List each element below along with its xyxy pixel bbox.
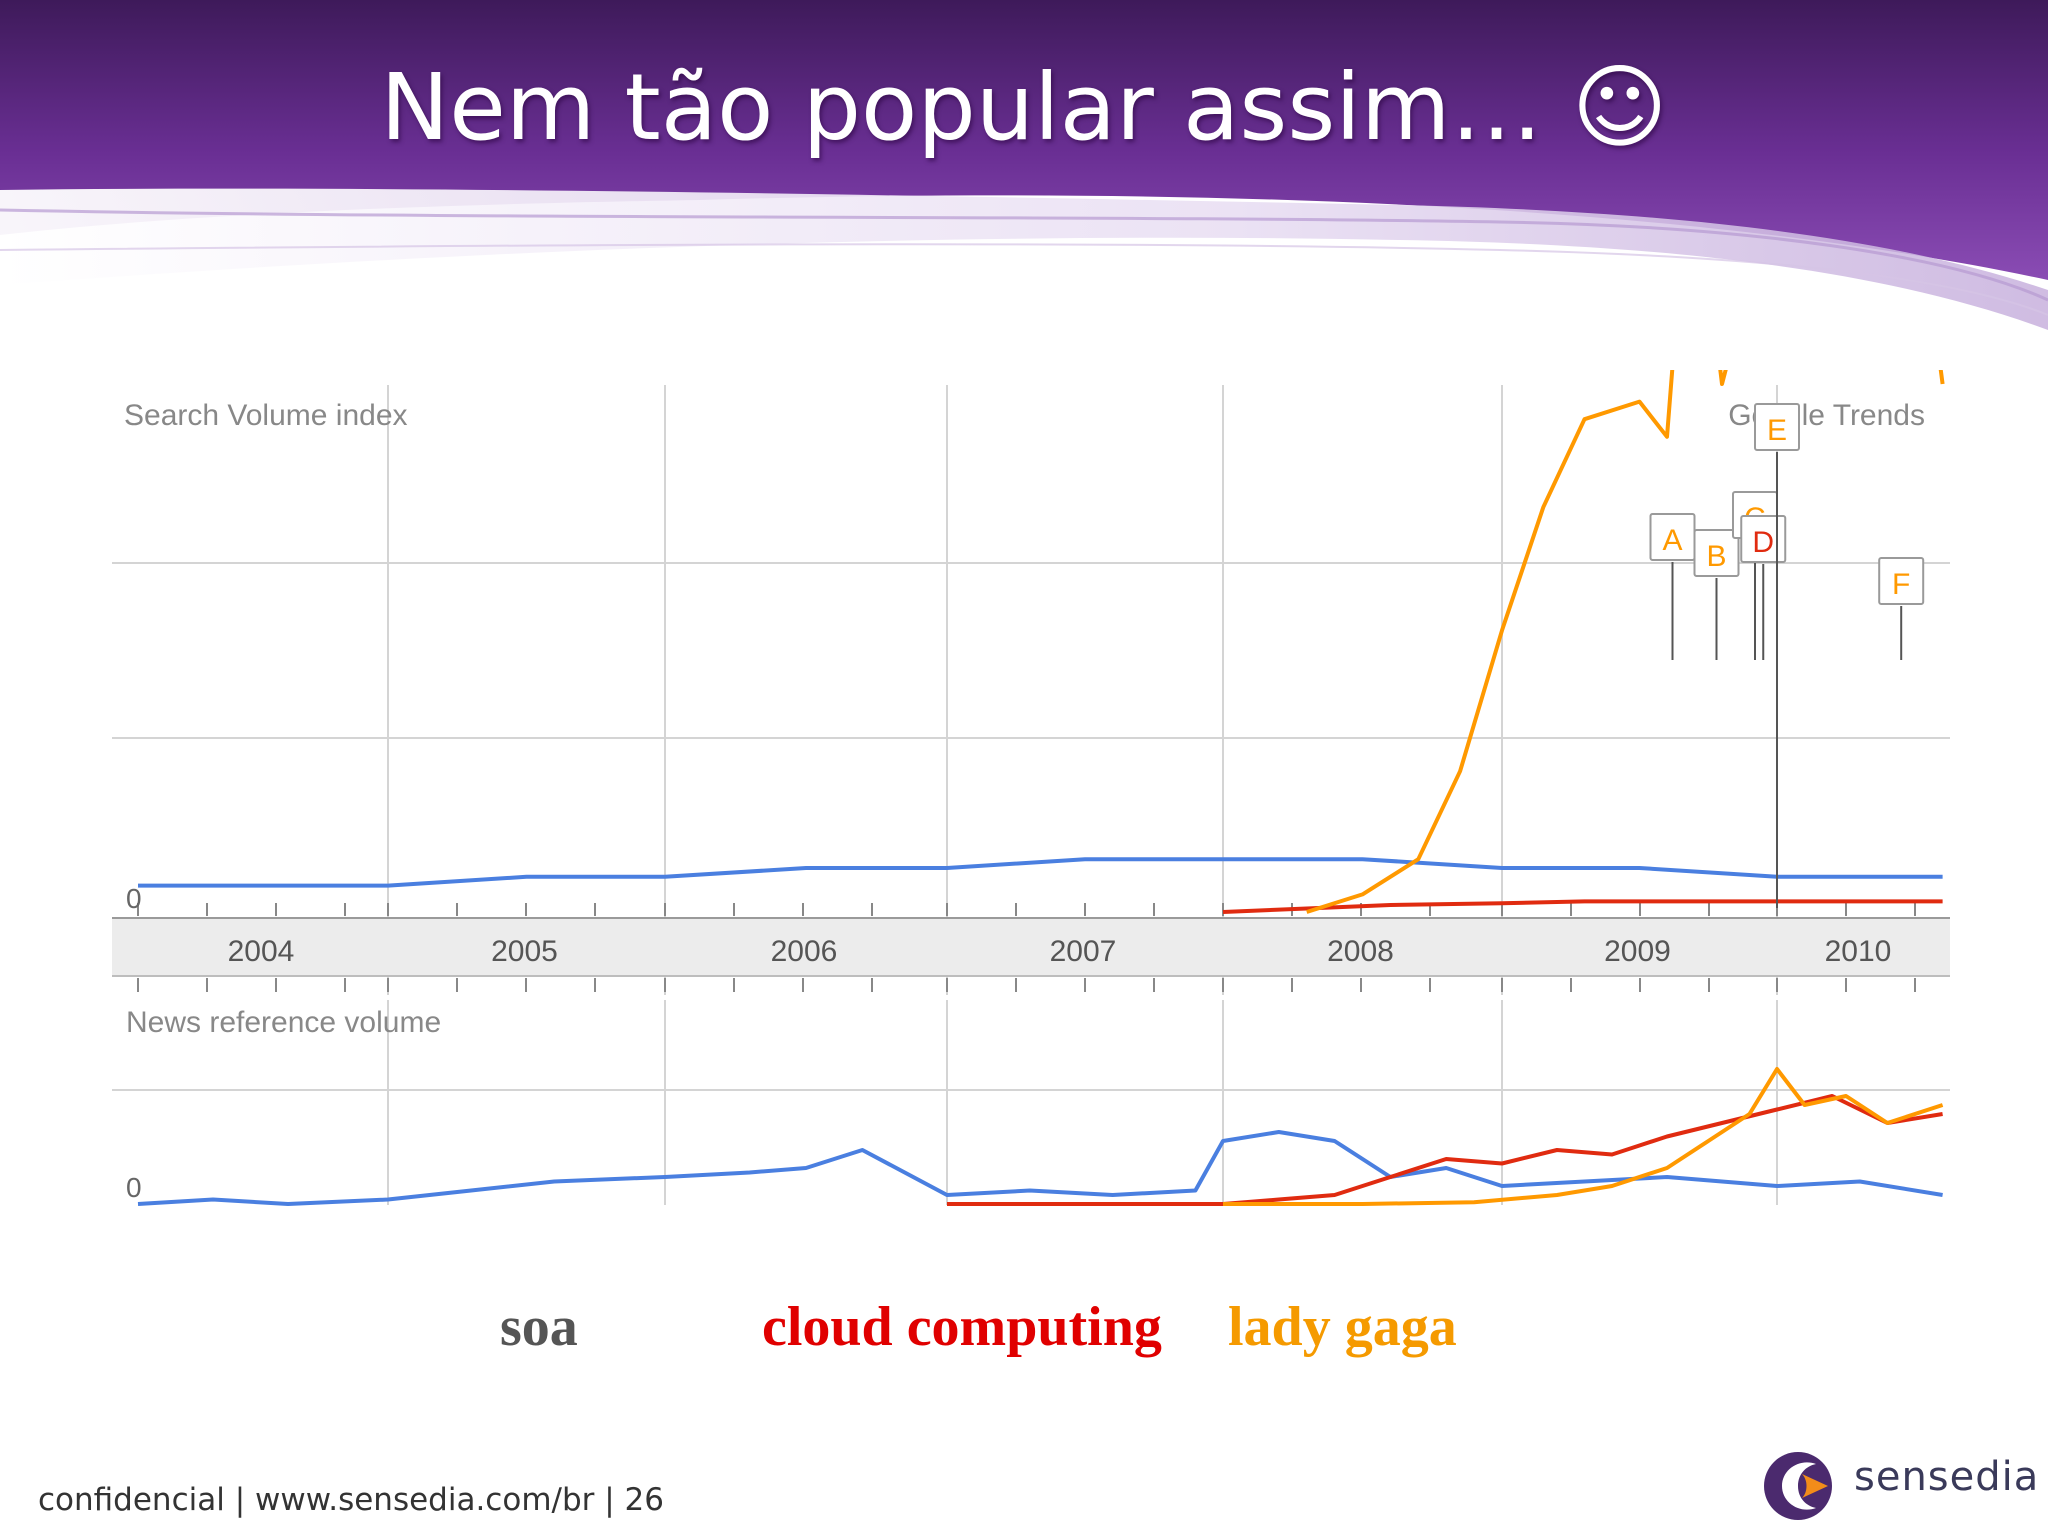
sensedia-logo-icon [1764, 1452, 1832, 1520]
y-tick-zero: 0 [126, 1172, 142, 1203]
y-tick-zero: 0 [126, 883, 142, 914]
annotation-label: F [1892, 568, 1910, 601]
legend-cloud-computing: cloud computing [762, 1296, 1162, 1358]
search-volume-title: Search Volume index [124, 399, 408, 432]
legend-lady-gaga: lady gaga [1228, 1296, 1457, 1358]
annotation-label: D [1752, 526, 1774, 559]
year-tick-label: 2004 [228, 935, 295, 968]
year-axis-band [112, 918, 1950, 976]
title-banner [0, 0, 2048, 330]
annotation-flag [1754, 403, 1800, 451]
search-line-cloud-computing [1222, 899, 1943, 914]
annotation-flag [1693, 529, 1740, 577]
year-tick-label: 2005 [491, 935, 558, 968]
slide-title: Nem tão popular assim… ☺ [380, 54, 1668, 161]
year-tick-label: 2008 [1327, 935, 1394, 968]
annotation-label: E [1767, 414, 1787, 447]
news-line-lady-gaga [1223, 1067, 1944, 1206]
search-line-lady-gaga [1306, 370, 1945, 914]
search-line-soa [138, 857, 1943, 888]
news-line-soa [137, 1130, 1943, 1206]
annotation-label: A [1662, 524, 1682, 557]
year-tick-label: 2010 [1825, 935, 1892, 968]
sensedia-logo: sensedia [1762, 1444, 2042, 1528]
chart-grid [112, 385, 1950, 1205]
news-volume-title: News reference volume [126, 1006, 441, 1039]
year-axis: 2004 2005 2006 2007 2008 2009 2010 [112, 903, 1950, 992]
year-tick-label: 2009 [1604, 935, 1671, 968]
footer-text: confidencial | www.sensedia.com/br | 26 [38, 1482, 664, 1518]
annotation-flag [1740, 515, 1787, 563]
year-tick-label: 2006 [771, 935, 838, 968]
year-tick-label: 2007 [1050, 935, 1117, 968]
annotation-flag [1878, 557, 1925, 605]
annotation-label: B [1706, 540, 1726, 573]
legend-soa: soa [500, 1296, 578, 1358]
google-trends-chart: 2004 2005 2006 2007 2008 2009 2010 Search Volu… [112, 370, 1950, 1206]
logo-text: sensedia [1854, 1454, 2040, 1500]
chart-annotations: ABCDEF [1649, 403, 1925, 908]
news-line-cloud-computing [947, 1094, 1943, 1206]
